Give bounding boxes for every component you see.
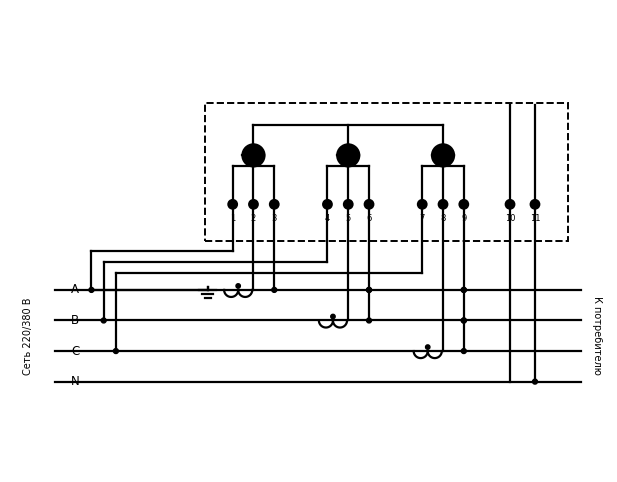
Text: 10: 10 <box>505 214 515 223</box>
Circle shape <box>272 287 276 293</box>
Circle shape <box>270 200 278 209</box>
Circle shape <box>366 318 371 323</box>
Circle shape <box>532 379 537 384</box>
Circle shape <box>89 287 94 293</box>
Circle shape <box>323 200 332 209</box>
Circle shape <box>426 345 430 349</box>
Circle shape <box>462 318 466 323</box>
Text: Сеть 220/380 В: Сеть 220/380 В <box>23 297 33 375</box>
Circle shape <box>344 200 352 209</box>
Text: 8: 8 <box>441 214 445 223</box>
Circle shape <box>114 348 118 353</box>
Text: 2: 2 <box>251 214 256 223</box>
Text: 9: 9 <box>461 214 466 223</box>
Bar <box>205 104 568 241</box>
Text: 6: 6 <box>366 214 371 223</box>
Circle shape <box>249 200 258 209</box>
Text: 5: 5 <box>346 214 351 223</box>
Circle shape <box>462 318 466 323</box>
Circle shape <box>228 200 237 209</box>
Text: 1: 1 <box>230 214 235 223</box>
Circle shape <box>462 287 466 293</box>
Text: N: N <box>71 375 80 388</box>
Text: B: B <box>71 314 80 327</box>
Circle shape <box>506 200 515 209</box>
Text: 4: 4 <box>325 214 330 223</box>
Circle shape <box>366 287 371 293</box>
Text: A: A <box>71 283 79 296</box>
Text: К потребителю: К потребителю <box>592 296 602 375</box>
Circle shape <box>462 287 466 293</box>
Circle shape <box>365 200 373 209</box>
Circle shape <box>531 200 539 209</box>
Circle shape <box>366 287 371 293</box>
Circle shape <box>462 348 466 353</box>
Circle shape <box>432 145 454 166</box>
Text: C: C <box>71 345 80 358</box>
Circle shape <box>236 284 241 288</box>
Circle shape <box>439 200 447 209</box>
Circle shape <box>460 200 468 209</box>
Text: 3: 3 <box>271 214 277 223</box>
Circle shape <box>337 145 359 166</box>
Circle shape <box>418 200 426 209</box>
Text: 7: 7 <box>420 214 425 223</box>
Text: 11: 11 <box>530 214 540 223</box>
Circle shape <box>331 314 335 319</box>
Circle shape <box>242 145 265 166</box>
Circle shape <box>101 318 106 323</box>
